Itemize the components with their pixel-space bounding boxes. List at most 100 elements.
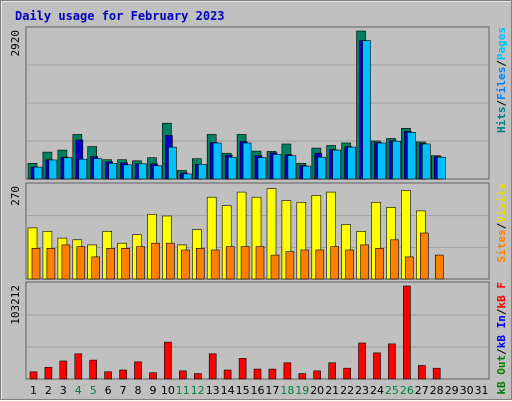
bar-pages-day-10 — [168, 146, 177, 180]
bar-kb-f-day-5 — [89, 359, 97, 380]
bar-kb-f-day-8 — [134, 361, 142, 380]
bar-kb-f-day-26 — [403, 285, 411, 380]
x-tick-label-day-23: 23 — [355, 384, 369, 397]
bar-kb-f-day-1 — [29, 371, 38, 380]
bar-sites-day-14 — [225, 246, 235, 280]
bar-sites-day-12 — [196, 248, 205, 280]
x-tick-label-day-31: 31 — [475, 384, 489, 397]
bar-pages-day-17 — [272, 154, 282, 180]
bar-sites-day-13 — [210, 249, 220, 280]
legend-entry: Hits — [495, 107, 508, 134]
bar-kb-f-day-23 — [358, 342, 366, 380]
legend-entry: / — [495, 222, 508, 229]
bar-kb-f-day-28 — [432, 367, 441, 380]
bar-kb-f-day-12 — [194, 373, 202, 380]
bar-pages-day-2 — [48, 159, 58, 180]
panel-3-legend: kB Out/kB In/kB F — [495, 282, 508, 395]
panel-1-legend: Hits/Files/Pages — [495, 27, 508, 133]
legend-entry: Sites — [495, 229, 508, 262]
bar-kb-f-day-2 — [44, 366, 53, 380]
x-tick-label-day-2: 2 — [45, 384, 52, 397]
bar-sites-day-25 — [390, 239, 399, 280]
bar-sites-day-19 — [300, 249, 310, 280]
bar-kb-f-day-18 — [283, 362, 292, 380]
x-tick-label-day-19: 19 — [295, 384, 309, 397]
x-tick-label-day-20: 20 — [310, 384, 324, 397]
bar-kb-f-day-24 — [373, 352, 381, 380]
bar-sites-day-9 — [151, 242, 160, 280]
x-tick-label-day-28: 28 — [430, 384, 444, 397]
bar-kb-f-day-20 — [313, 370, 322, 380]
x-tick-label-day-17: 17 — [265, 384, 279, 397]
bar-sites-day-28 — [434, 254, 444, 280]
bar-pages-day-19 — [302, 165, 312, 180]
legend-entry: Visits — [495, 183, 508, 223]
legend-entry: / — [495, 308, 508, 315]
x-tick-label-day-25: 25 — [385, 384, 399, 397]
bar-kb-f-day-13 — [208, 353, 217, 380]
bar-pages-day-4 — [78, 158, 88, 180]
legend-entry: Files — [495, 67, 508, 100]
bar-sites-day-21 — [330, 246, 340, 280]
bar-pages-day-24 — [377, 142, 386, 180]
bar-pages-day-7 — [123, 164, 132, 180]
bar-pages-day-16 — [257, 157, 267, 180]
chart-title: Daily usage for February 2023 — [15, 9, 225, 23]
bar-kb-f-day-11 — [179, 370, 187, 380]
x-tick-label-day-14: 14 — [221, 384, 235, 397]
bar-pages-day-9 — [153, 165, 162, 180]
x-tick-label-day-22: 22 — [340, 384, 354, 397]
bar-pages-day-3 — [63, 157, 73, 180]
bar-pages-day-8 — [138, 163, 147, 180]
bar-sites-day-4 — [76, 246, 86, 280]
x-tick-label-day-26: 26 — [400, 384, 414, 397]
bar-pages-day-12 — [198, 164, 207, 180]
bar-pages-day-25 — [392, 140, 401, 180]
bar-pages-day-18 — [287, 155, 297, 180]
bar-kb-f-day-9 — [149, 372, 157, 380]
bar-pages-day-22 — [347, 146, 356, 180]
x-tick-label-day-7: 7 — [120, 384, 127, 397]
x-tick-label-day-12: 12 — [191, 384, 205, 397]
panel-1-ymax-label: 2920 — [9, 30, 22, 57]
x-tick-label-day-5: 5 — [90, 384, 97, 397]
bar-sites-day-6 — [106, 248, 115, 280]
x-tick-label-day-18: 18 — [280, 384, 294, 397]
bar-sites-day-8 — [136, 246, 145, 280]
bar-pages-day-27 — [421, 143, 431, 180]
bar-pages-day-23 — [362, 40, 371, 180]
legend-entry: kB In — [495, 315, 508, 348]
bar-sites-day-1 — [31, 248, 41, 280]
panel-2-legend: Sites/Visits — [495, 183, 508, 263]
bar-pages-day-28 — [436, 156, 446, 180]
panel-3-box — [25, 281, 490, 380]
x-tick-label-day-29: 29 — [445, 384, 459, 397]
bar-pages-day-20 — [317, 156, 327, 180]
bar-pages-day-21 — [332, 149, 342, 180]
bar-sites-day-16 — [255, 246, 265, 280]
x-tick-label-day-13: 13 — [206, 384, 220, 397]
legend-entry: / — [495, 60, 508, 67]
x-tick-label-day-30: 30 — [460, 384, 474, 397]
bar-pages-day-6 — [108, 163, 117, 180]
bar-sites-day-2 — [46, 248, 56, 280]
x-tick-label-day-11: 11 — [176, 384, 190, 397]
bar-kb-f-day-16 — [253, 368, 262, 380]
x-tick-label-day-16: 16 — [251, 384, 265, 397]
panel-2-ymax-label: 270 — [9, 186, 22, 206]
bar-pages-day-5 — [93, 158, 102, 180]
bar-kb-f-day-17 — [268, 368, 277, 380]
bar-sites-day-26 — [405, 256, 414, 280]
bar-sites-day-24 — [375, 248, 384, 280]
x-tick-label-day-15: 15 — [236, 384, 250, 397]
legend-entry: kB F — [495, 282, 508, 309]
bar-sites-day-22 — [345, 249, 354, 280]
bar-kb-f-day-14 — [223, 369, 232, 380]
bar-kb-f-day-22 — [343, 367, 351, 380]
legend-entry: / — [495, 100, 508, 107]
bar-pages-day-15 — [242, 142, 252, 180]
bar-kb-f-day-19 — [298, 373, 307, 380]
x-tick-label-day-24: 24 — [370, 384, 384, 397]
x-tick-label-day-8: 8 — [135, 384, 142, 397]
